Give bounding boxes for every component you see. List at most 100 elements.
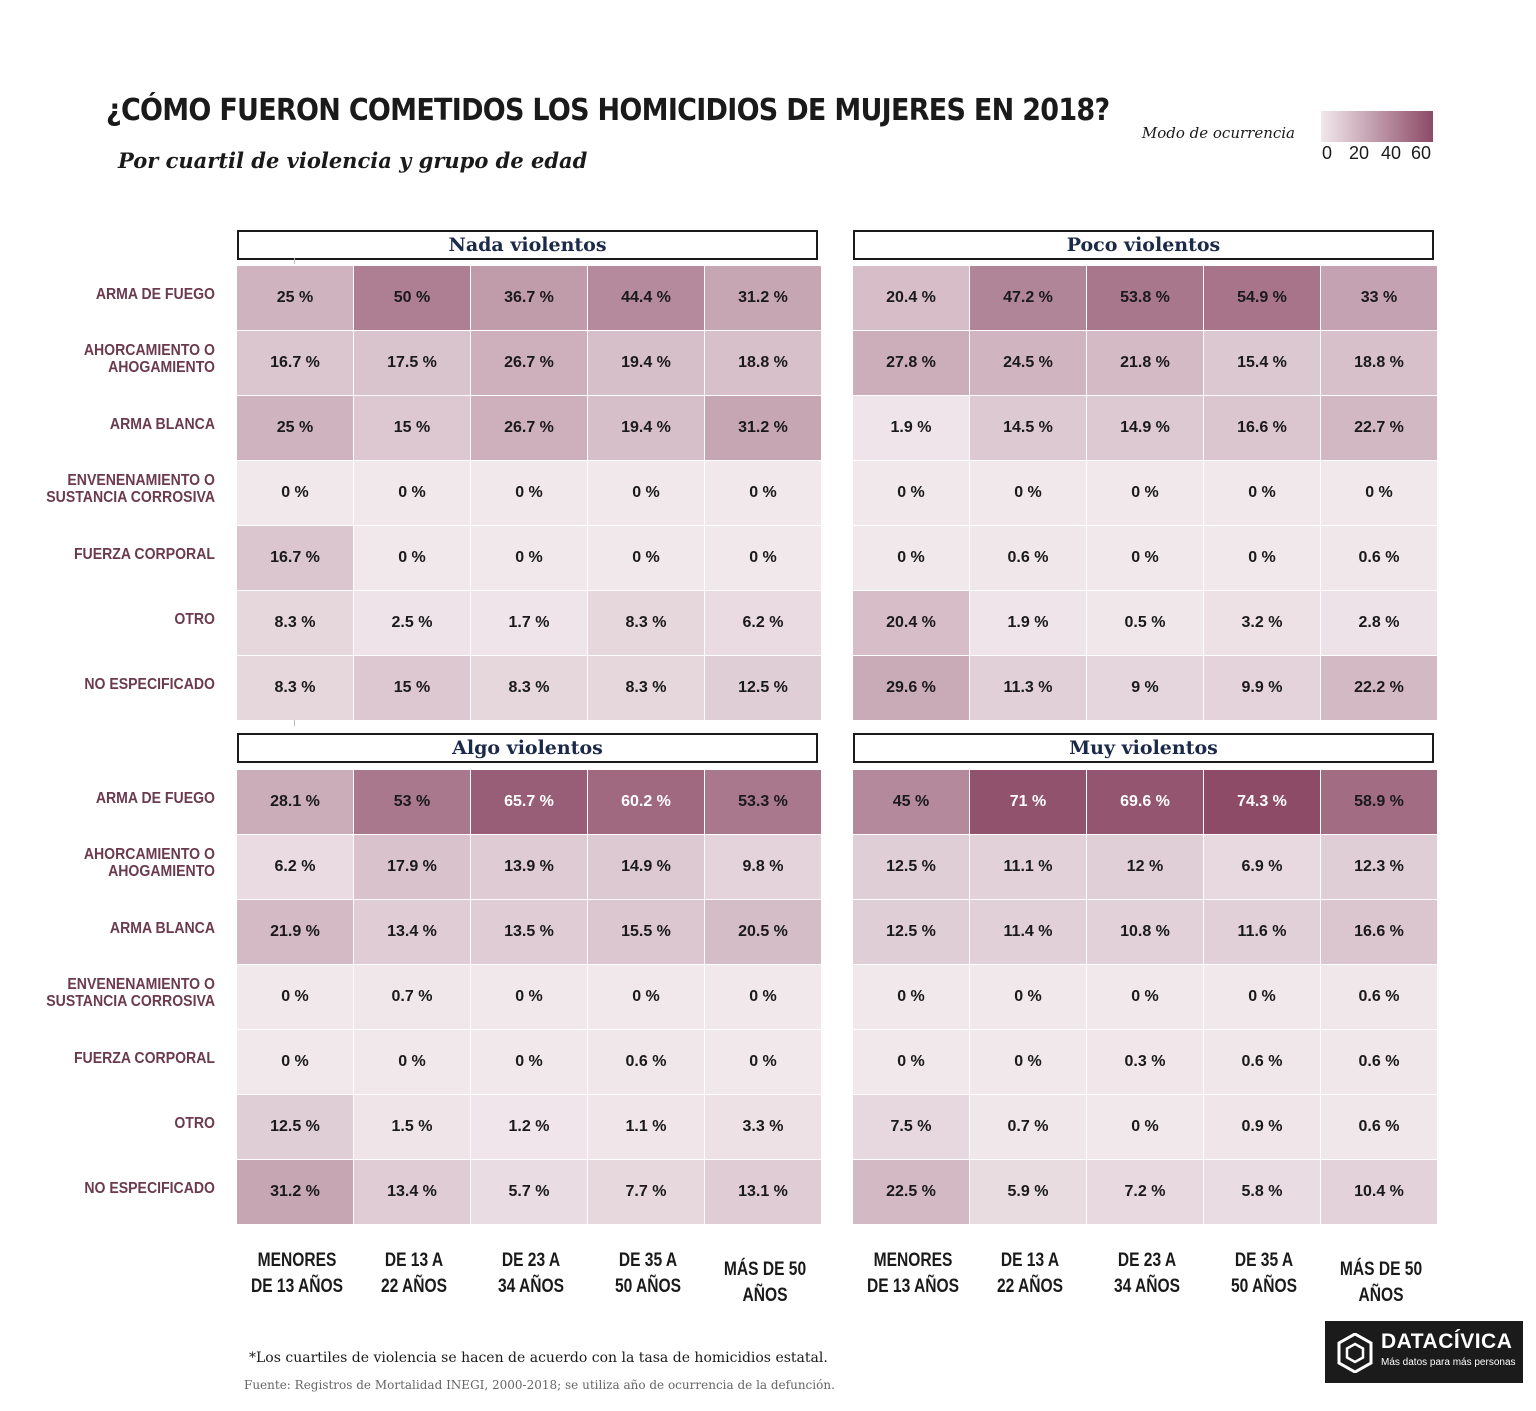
cell-value-label: 0 % — [749, 988, 777, 1005]
cell-value-label: 47.2 % — [1003, 289, 1053, 306]
cell-value-label: 0 % — [1248, 549, 1276, 566]
column-label: MENORES DE 13 AÑOS — [866, 1250, 959, 1297]
cell-value-label: 0 % — [398, 549, 426, 566]
cell-value-label: 6.2 % — [742, 614, 784, 631]
cell-value-label: 1.7 % — [508, 614, 550, 631]
heatmap-cell: 0 % — [354, 1030, 471, 1095]
cell-value-label: 1.2 % — [508, 1118, 550, 1135]
cell-value-label: 21.9 % — [270, 923, 320, 940]
cell-value-label: 0 % — [281, 484, 309, 501]
heatmap-cell: 1.2 % — [471, 1095, 588, 1160]
cell-value-label: 12.5 % — [738, 679, 788, 696]
cell-value-label: 14.9 % — [1120, 419, 1170, 436]
cell-value-label: 0 % — [281, 1053, 309, 1070]
cell-value-label: 5.9 % — [1007, 1183, 1049, 1200]
heatmap-cell: 0 % — [237, 965, 354, 1030]
cell-value-label: 14.9 % — [621, 858, 671, 875]
cell-value-label: 10.4 % — [1354, 1183, 1404, 1200]
heatmap-cell: 25 % — [237, 396, 354, 461]
cell-value-label: 5.8 % — [1241, 1183, 1283, 1200]
heatmap-cell: 69.6 % — [1087, 770, 1204, 835]
cell-value-label: 31.2 % — [270, 1183, 320, 1200]
heatmap-cell: 47.2 % — [970, 266, 1087, 331]
heatmap-cell: 53.8 % — [1087, 266, 1204, 331]
cell-value-label: 12.5 % — [886, 923, 936, 940]
heatmap-cell: 1.1 % — [588, 1095, 705, 1160]
cell-value-label: 45 % — [892, 793, 930, 810]
cell-value-label: 0 % — [1014, 1053, 1042, 1070]
cell-value-label: 28.1 % — [270, 793, 320, 810]
cell-value-label: 31.2 % — [738, 289, 788, 306]
cell-value-label: 0.6 % — [1241, 1053, 1283, 1070]
heatmap-cell: 44.4 % — [588, 266, 705, 331]
cell-value-label: 20.4 % — [886, 614, 936, 631]
cell-value-label: 0 % — [749, 484, 777, 501]
cell-value-label: 31.2 % — [738, 419, 788, 436]
brand-tagline: Más datos para más personas — [1381, 1357, 1516, 1368]
heatmap-cell: 22.5 % — [853, 1160, 970, 1225]
heatmap-cell: 0 % — [853, 526, 970, 591]
heatmap-cell: 19.4 % — [588, 396, 705, 461]
cell-value-label: 0 % — [1131, 484, 1159, 501]
cell-value-label: 0.6 % — [1358, 1053, 1400, 1070]
heatmap-cell: 54.9 % — [1204, 266, 1321, 331]
cell-value-label: 65.7 % — [504, 793, 554, 810]
heatmap-cell: 19.4 % — [588, 331, 705, 396]
heatmap-cell: 17.9 % — [354, 835, 471, 900]
heatmap-cell: 45 % — [853, 770, 970, 835]
heatmap-cell: 24.5 % — [970, 331, 1087, 396]
legend-tick: 40 — [1380, 143, 1402, 163]
cell-value-label: 74.3 % — [1237, 793, 1287, 810]
cell-value-label: 0.5 % — [1124, 614, 1166, 631]
cell-value-label: 16.6 % — [1354, 923, 1404, 940]
cell-value-label: 25 % — [276, 289, 314, 306]
cell-value-label: 1.5 % — [391, 1118, 433, 1135]
cell-value-label: 0.7 % — [1007, 1118, 1049, 1135]
heatmap-cell: 11.6 % — [1204, 900, 1321, 965]
cell-value-label: 8.3 % — [274, 614, 316, 631]
heatmap-cell: 31.2 % — [705, 266, 822, 331]
cell-value-label: 0 % — [281, 988, 309, 1005]
cell-value-label: 36.7 % — [504, 289, 554, 306]
heatmap-cell: 16.6 % — [1204, 396, 1321, 461]
heatmap-cell: 16.6 % — [1321, 900, 1438, 965]
cell-value-label: 15 % — [393, 419, 431, 436]
heatmap-cell: 0 % — [237, 461, 354, 526]
row-label: ARMA BLANCA — [109, 919, 215, 937]
heatmap-cell: 15.5 % — [588, 900, 705, 965]
cell-value-label: 12.5 % — [886, 858, 936, 875]
heatmap-cell: 20.4 % — [853, 591, 970, 656]
cell-value-label: 17.5 % — [387, 354, 437, 371]
column-label: MÁS DE 50 AÑOS — [723, 1259, 806, 1306]
heatmap-cell: 14.5 % — [970, 396, 1087, 461]
column-label: DE 35 A 50 AÑOS — [614, 1250, 681, 1297]
heatmap-cell: 0 % — [237, 1030, 354, 1095]
row-label: AHORCAMIENTO O AHOGAMIENTO — [83, 342, 215, 376]
cell-value-label: 0 % — [632, 549, 660, 566]
heatmap-cell: 7.2 % — [1087, 1160, 1204, 1225]
cell-value-label: 44.4 % — [621, 289, 671, 306]
heatmap-cell: 0.6 % — [588, 1030, 705, 1095]
cell-value-label: 9.8 % — [742, 858, 784, 875]
cell-value-label: 69.6 % — [1120, 793, 1170, 810]
row-label: OTRO — [174, 1114, 215, 1132]
heatmap-cell: 0 % — [705, 965, 822, 1030]
heatmap-cell: 11.3 % — [970, 656, 1087, 721]
cell-value-label: 53.3 % — [738, 793, 788, 810]
cell-value-label: 6.2 % — [274, 858, 316, 875]
heatmap-cell: 12.5 % — [853, 900, 970, 965]
heatmap-cell: 8.3 % — [471, 656, 588, 721]
heatmap-cell: 0.6 % — [1321, 965, 1438, 1030]
heatmap-cell: 0 % — [1087, 1095, 1204, 1160]
heatmap-cell: 0.6 % — [1321, 526, 1438, 591]
row-label: NO ESPECIFICADO — [84, 675, 215, 693]
heatmap-cell: 0 % — [970, 461, 1087, 526]
cell-value-label: 29.6 % — [886, 679, 936, 696]
cell-value-label: 19.4 % — [621, 354, 671, 371]
heatmap-cell: 71 % — [970, 770, 1087, 835]
heatmap-cell: 0.5 % — [1087, 591, 1204, 656]
heatmap-cell: 13.9 % — [471, 835, 588, 900]
row-label: ARMA BLANCA — [109, 415, 215, 433]
chart-title: ¿CÓMO FUERON COMETIDOS LOS HOMICIDIOS DE… — [106, 93, 1110, 128]
cell-value-label: 16.7 % — [270, 354, 320, 371]
